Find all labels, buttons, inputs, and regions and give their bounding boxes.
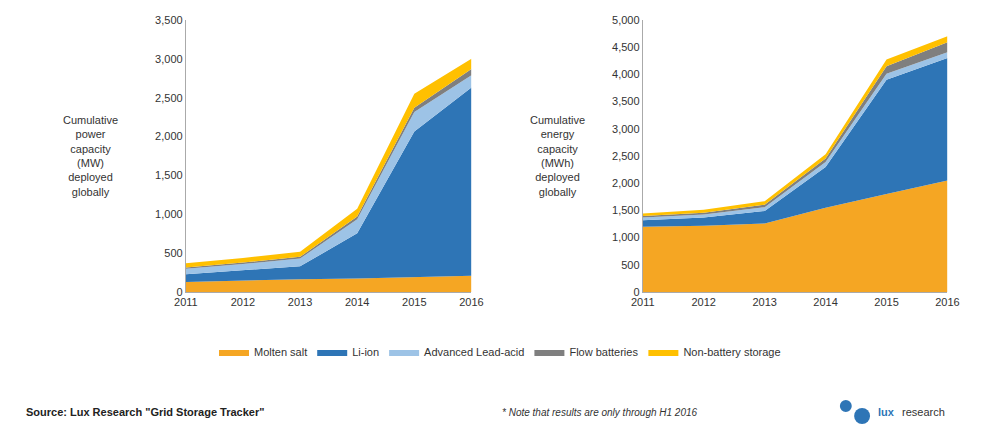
svg-text:2013: 2013	[752, 296, 776, 308]
svg-text:* Note that results are only t: * Note that results are only through H1 …	[502, 407, 698, 418]
svg-text:3,000: 3,000	[612, 123, 640, 135]
svg-text:4,000: 4,000	[612, 68, 640, 80]
svg-text:Molten salt: Molten salt	[254, 346, 307, 358]
svg-text:0: 0	[633, 286, 639, 298]
svg-text:2012: 2012	[691, 296, 715, 308]
svg-text:2013: 2013	[288, 296, 312, 308]
svg-text:2,500: 2,500	[612, 150, 640, 162]
svg-text:3,500: 3,500	[155, 14, 183, 26]
svg-text:2014: 2014	[345, 296, 369, 308]
svg-text:Non-battery storage: Non-battery storage	[683, 346, 780, 358]
svg-text:2011: 2011	[631, 296, 655, 308]
svg-text:lux: lux	[878, 406, 895, 418]
svg-text:Advanced Lead-acid: Advanced Lead-acid	[424, 346, 524, 358]
svg-text:500: 500	[621, 259, 639, 271]
svg-text:2015: 2015	[402, 296, 426, 308]
svg-text:2,000: 2,000	[155, 130, 183, 142]
svg-text:4,500: 4,500	[612, 41, 640, 53]
svg-text:3,500: 3,500	[612, 95, 640, 107]
svg-text:1,000: 1,000	[155, 208, 183, 220]
svg-text:Cumulativeenergycapacity(MWh)d: Cumulativeenergycapacity(MWh)deployedglo…	[530, 114, 585, 198]
svg-text:2,500: 2,500	[155, 92, 183, 104]
svg-text:1,500: 1,500	[612, 204, 640, 216]
svg-text:2015: 2015	[874, 296, 898, 308]
svg-text:0: 0	[177, 286, 183, 298]
svg-text:Li-ion: Li-ion	[352, 346, 379, 358]
svg-text:Flow batteries: Flow batteries	[569, 346, 638, 358]
svg-text:3,000: 3,000	[155, 53, 183, 65]
svg-text:1,000: 1,000	[612, 231, 640, 243]
svg-text:1,500: 1,500	[155, 169, 183, 181]
svg-text:2011: 2011	[174, 296, 198, 308]
svg-text:5,000: 5,000	[612, 14, 640, 26]
svg-text:500: 500	[164, 247, 182, 259]
svg-text:Cumulativepowercapacity(MW)dep: Cumulativepowercapacity(MW)deployedgloba…	[63, 114, 118, 198]
svg-text:2,000: 2,000	[612, 177, 640, 189]
svg-text:Source: Lux Research "Grid Sto: Source: Lux Research "Grid Storage Track…	[26, 406, 264, 418]
svg-text:2016: 2016	[935, 296, 959, 308]
svg-text:research: research	[902, 406, 945, 418]
svg-text:2016: 2016	[459, 296, 483, 308]
svg-text:2014: 2014	[813, 296, 837, 308]
svg-text:2012: 2012	[231, 296, 255, 308]
